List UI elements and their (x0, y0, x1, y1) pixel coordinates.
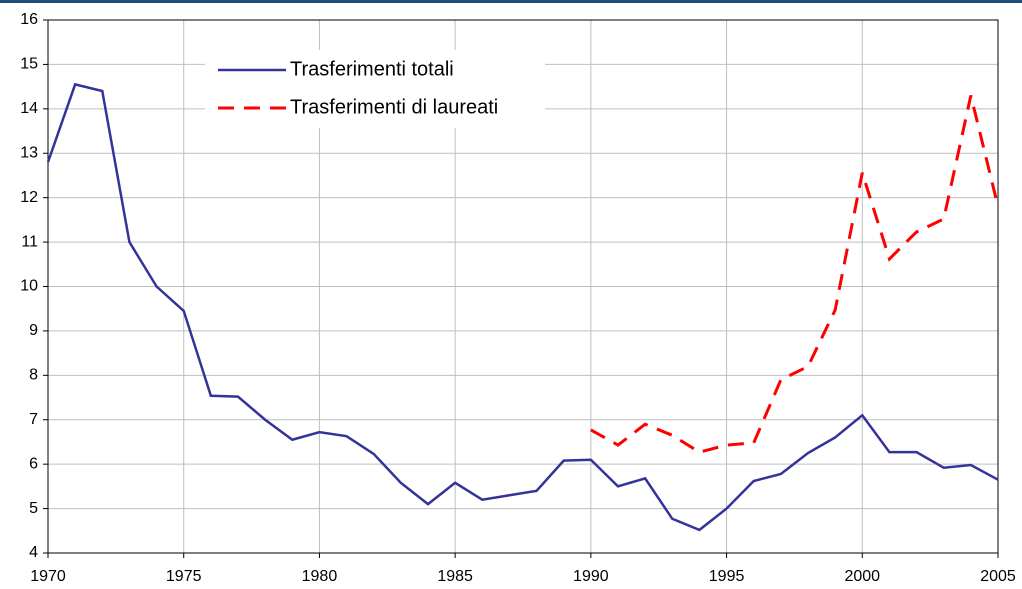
y-tick-label: 5 (29, 500, 38, 517)
y-tick-label: 12 (20, 189, 38, 206)
x-tick-label: 2005 (980, 568, 1016, 585)
legend-box (205, 50, 545, 128)
y-tick-label: 4 (29, 544, 38, 561)
x-tick-label: 1990 (573, 568, 609, 585)
x-tick-label: 1980 (302, 568, 338, 585)
y-tick-label: 8 (29, 367, 38, 384)
x-tick-label: 1970 (30, 568, 66, 585)
x-tick-label: 2000 (844, 568, 880, 585)
y-tick-label: 11 (21, 233, 38, 250)
y-tick-label: 16 (20, 11, 38, 28)
y-tick-label: 7 (29, 411, 38, 428)
series-line (46, 82, 999, 532)
plot-frame (47, 19, 999, 554)
x-tick-label: 1975 (166, 568, 202, 585)
y-tick-label: 10 (20, 278, 38, 295)
y-tick-label: 15 (20, 56, 38, 73)
x-tick-label: 1985 (437, 568, 473, 585)
legend-label: Trasferimenti totali (290, 58, 454, 80)
x-tick-label: 1995 (709, 568, 745, 585)
legend-label: Trasferimenti di laureati (290, 96, 498, 118)
y-tick-label: 14 (20, 100, 38, 117)
series-line (590, 95, 1000, 454)
y-tick-label: 9 (29, 322, 38, 339)
y-tick-label: 13 (20, 144, 38, 161)
top-bar (0, 0, 1022, 3)
y-tick-label: 6 (29, 455, 38, 472)
